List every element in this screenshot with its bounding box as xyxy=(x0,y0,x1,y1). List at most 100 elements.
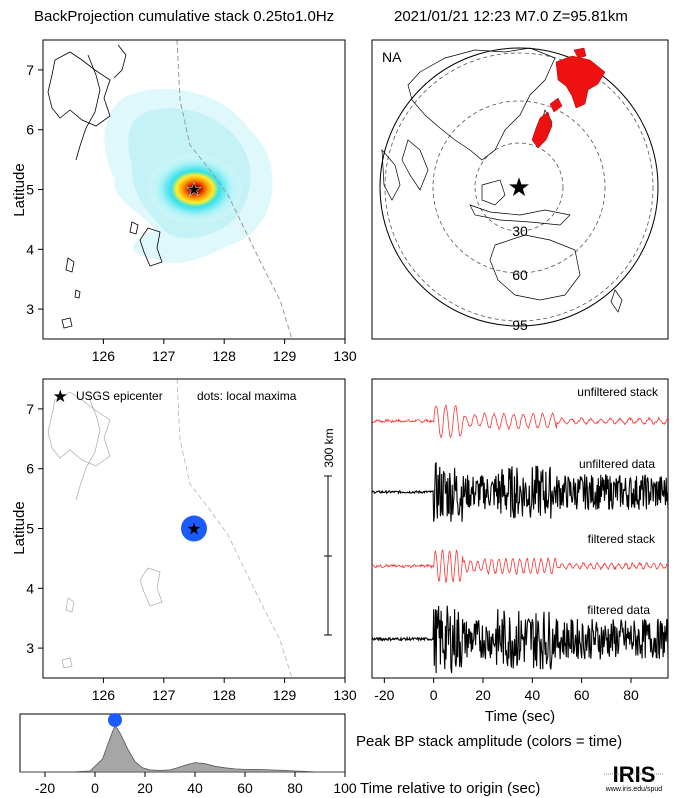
epicenter-star: ★ xyxy=(507,172,530,202)
asia-outline xyxy=(407,47,556,161)
ring-label-95: 95 xyxy=(512,317,528,333)
y-tick-label: 4 xyxy=(26,241,34,257)
y-tick-label: 4 xyxy=(26,580,34,596)
x-tick-label: 80 xyxy=(623,687,639,703)
small-island xyxy=(61,657,73,669)
trace-label-filtered-data: filtered data xyxy=(587,603,650,617)
y-axis-label: Latitude xyxy=(11,501,28,554)
small-island xyxy=(129,221,139,235)
x-tick-label: 20 xyxy=(475,687,491,703)
x-tick-label: 128 xyxy=(213,687,237,703)
x-tick-label: 129 xyxy=(273,348,297,364)
x-axis-label: Time relative to origin (sec) xyxy=(360,780,540,797)
trace-label-unfiltered-data: unfiltered data xyxy=(579,457,655,471)
event-info: 2021/01/21 12:23 M7.0 Z=95.81km xyxy=(394,8,628,25)
peak-dot xyxy=(108,713,122,727)
plot-frame xyxy=(19,713,346,773)
epicenter-star: ★ xyxy=(186,180,202,200)
x-tick-label: 100 xyxy=(333,780,357,796)
trace-label-filtered-stack: filtered stack xyxy=(588,532,656,546)
iris-logo: IRIS www.iris.edu/spud xyxy=(604,762,664,793)
x-tick-label: 0 xyxy=(430,687,438,703)
coast-west-outline xyxy=(381,148,401,201)
epicenter-star: ★ xyxy=(188,521,201,537)
x-tick-label: 60 xyxy=(237,780,253,796)
indonesia-outline xyxy=(469,204,571,226)
legend-dots: dots: local maxima xyxy=(197,389,297,403)
small-island xyxy=(74,289,81,299)
y-tick-label: 3 xyxy=(26,301,34,317)
coast-fragment xyxy=(113,44,127,79)
stack-peak-gradient xyxy=(147,153,243,225)
distance-ring-30 xyxy=(474,142,564,232)
x-tick-label: -20 xyxy=(374,687,394,703)
ring-label-60: 60 xyxy=(512,267,528,283)
scale-label: 300 km xyxy=(322,428,336,467)
nz-outline xyxy=(610,289,623,313)
mindanao-coast xyxy=(47,391,111,467)
local-maximum-dot xyxy=(181,515,207,542)
x-tick-label: 40 xyxy=(525,687,541,703)
x-tick-label: 0 xyxy=(91,780,99,796)
globe-outline xyxy=(379,47,659,327)
mindanao-coast xyxy=(47,51,111,127)
x-tick-label: 80 xyxy=(287,780,303,796)
australia-outline xyxy=(489,234,581,301)
y-tick-label: 3 xyxy=(26,640,34,656)
amplitude-area xyxy=(20,724,345,773)
x-tick-label: 128 xyxy=(213,348,237,364)
trace-filtered-stack xyxy=(371,549,669,583)
trench-line xyxy=(176,40,293,339)
mindanao-east-coast xyxy=(75,54,101,161)
x-tick-label: 126 xyxy=(92,348,116,364)
x-tick-label: 20 xyxy=(137,780,153,796)
sangihe-island xyxy=(139,567,163,607)
x-tick-label: 60 xyxy=(574,687,590,703)
trench-line xyxy=(176,379,293,678)
mindanao-east-coast xyxy=(75,394,101,501)
legend-epicenter: USGS epicenter xyxy=(76,389,163,403)
small-island xyxy=(61,317,73,329)
x-axis-label: Time (sec) xyxy=(485,708,555,725)
x-tick-label: 126 xyxy=(92,687,116,703)
ring-label-30: 30 xyxy=(512,223,528,239)
y-tick-label: 5 xyxy=(26,521,34,537)
svg-text:IRIS: IRIS xyxy=(613,762,656,787)
station-cluster-alaska xyxy=(555,55,606,109)
x-tick-label: 127 xyxy=(152,687,176,703)
y-tick-label: 6 xyxy=(26,122,34,138)
india-outline xyxy=(401,139,429,191)
chart-title: Peak BP stack amplitude (colors = time) xyxy=(356,733,622,750)
y-axis-label: Latitude xyxy=(11,163,28,216)
x-tick-label: 40 xyxy=(187,780,203,796)
y-tick-label: 5 xyxy=(26,182,34,198)
x-tick-label: 130 xyxy=(333,687,357,703)
x-tick-label: 130 xyxy=(333,348,357,364)
legend-star-icon: ★ xyxy=(54,388,67,404)
trace-label-unfiltered-stack: unfiltered stack xyxy=(577,385,659,399)
trace-filtered-data xyxy=(371,605,669,674)
station-cluster-aleutian xyxy=(573,47,587,59)
region-label: NA xyxy=(382,49,402,65)
y-tick-label: 7 xyxy=(26,62,34,78)
svg-text:www.iris.edu/spud: www.iris.edu/spud xyxy=(605,786,663,793)
small-island xyxy=(65,257,75,273)
y-tick-label: 7 xyxy=(26,401,34,417)
page-title: BackProjection cumulative stack 0.25to1.… xyxy=(34,8,335,25)
plot-frame xyxy=(371,378,669,679)
borneo-outline xyxy=(481,179,506,206)
station-cluster-kuril xyxy=(549,97,563,113)
x-tick-label: -20 xyxy=(35,780,55,796)
small-island xyxy=(65,597,75,613)
x-tick-label: 127 xyxy=(152,348,176,364)
trace-unfiltered-data xyxy=(371,461,669,522)
y-tick-label: 6 xyxy=(26,461,34,477)
station-cluster-japan xyxy=(531,111,553,149)
sangihe-island xyxy=(139,227,163,267)
distance-ring-60 xyxy=(432,100,606,274)
